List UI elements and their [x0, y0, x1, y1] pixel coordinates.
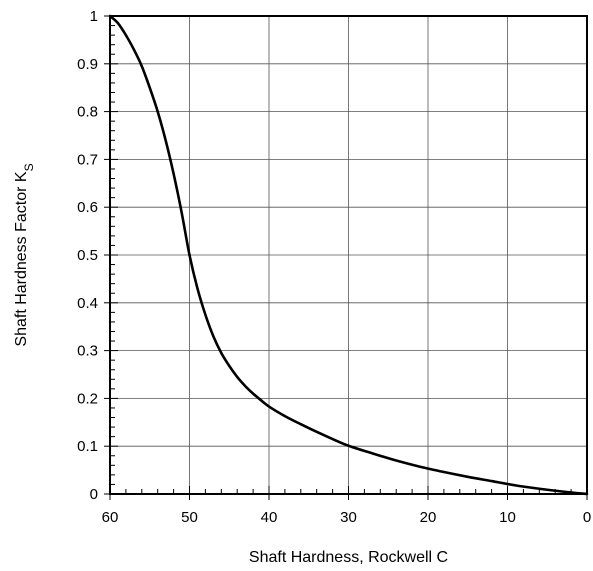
- minor-ticks: [104, 15, 588, 500]
- x-tick-labels: 60 50 40 30 20 10 0: [102, 509, 592, 526]
- x-tick-label: 0: [583, 509, 591, 526]
- y-tick-label: 0.7: [77, 151, 98, 168]
- y-axis-title-subscript: S: [22, 163, 36, 171]
- y-tick-label: 1: [90, 8, 98, 25]
- series-line: [108, 14, 589, 496]
- x-tick-label: 30: [340, 509, 357, 526]
- x-tick-label: 60: [102, 509, 119, 526]
- x-tick-label: 50: [181, 509, 198, 526]
- y-tick-label: 0.9: [77, 56, 98, 73]
- y-tick-label: 0.6: [77, 199, 98, 216]
- y-tick-label: 0.2: [77, 390, 98, 407]
- series-layer: [108, 14, 589, 496]
- x-tick-label: 20: [420, 509, 437, 526]
- y-tick-label: 0.1: [77, 438, 98, 455]
- plot-frame: [109, 15, 588, 495]
- y-tick-label: 0.4: [77, 295, 98, 312]
- grid: [109, 15, 588, 495]
- y-tick-label: 0.3: [77, 343, 98, 360]
- y-axis-title: Shaft Hardness Factor KS: [13, 163, 36, 346]
- y-tick-label: 0.8: [77, 104, 98, 121]
- y-tick-labels: 0 0.1 0.2 0.3 0.4 0.5 0.6 0.7 0.8 0.9 1: [77, 8, 98, 503]
- y-tick-label: 0: [90, 486, 98, 503]
- x-tick-label: 10: [499, 509, 516, 526]
- x-axis-title: Shaft Hardness, Rockwell C: [249, 549, 448, 566]
- x-tick-label: 40: [261, 509, 278, 526]
- y-axis-title-main: Shaft Hardness Factor K: [13, 171, 30, 347]
- y-tick-label: 0.5: [77, 247, 98, 264]
